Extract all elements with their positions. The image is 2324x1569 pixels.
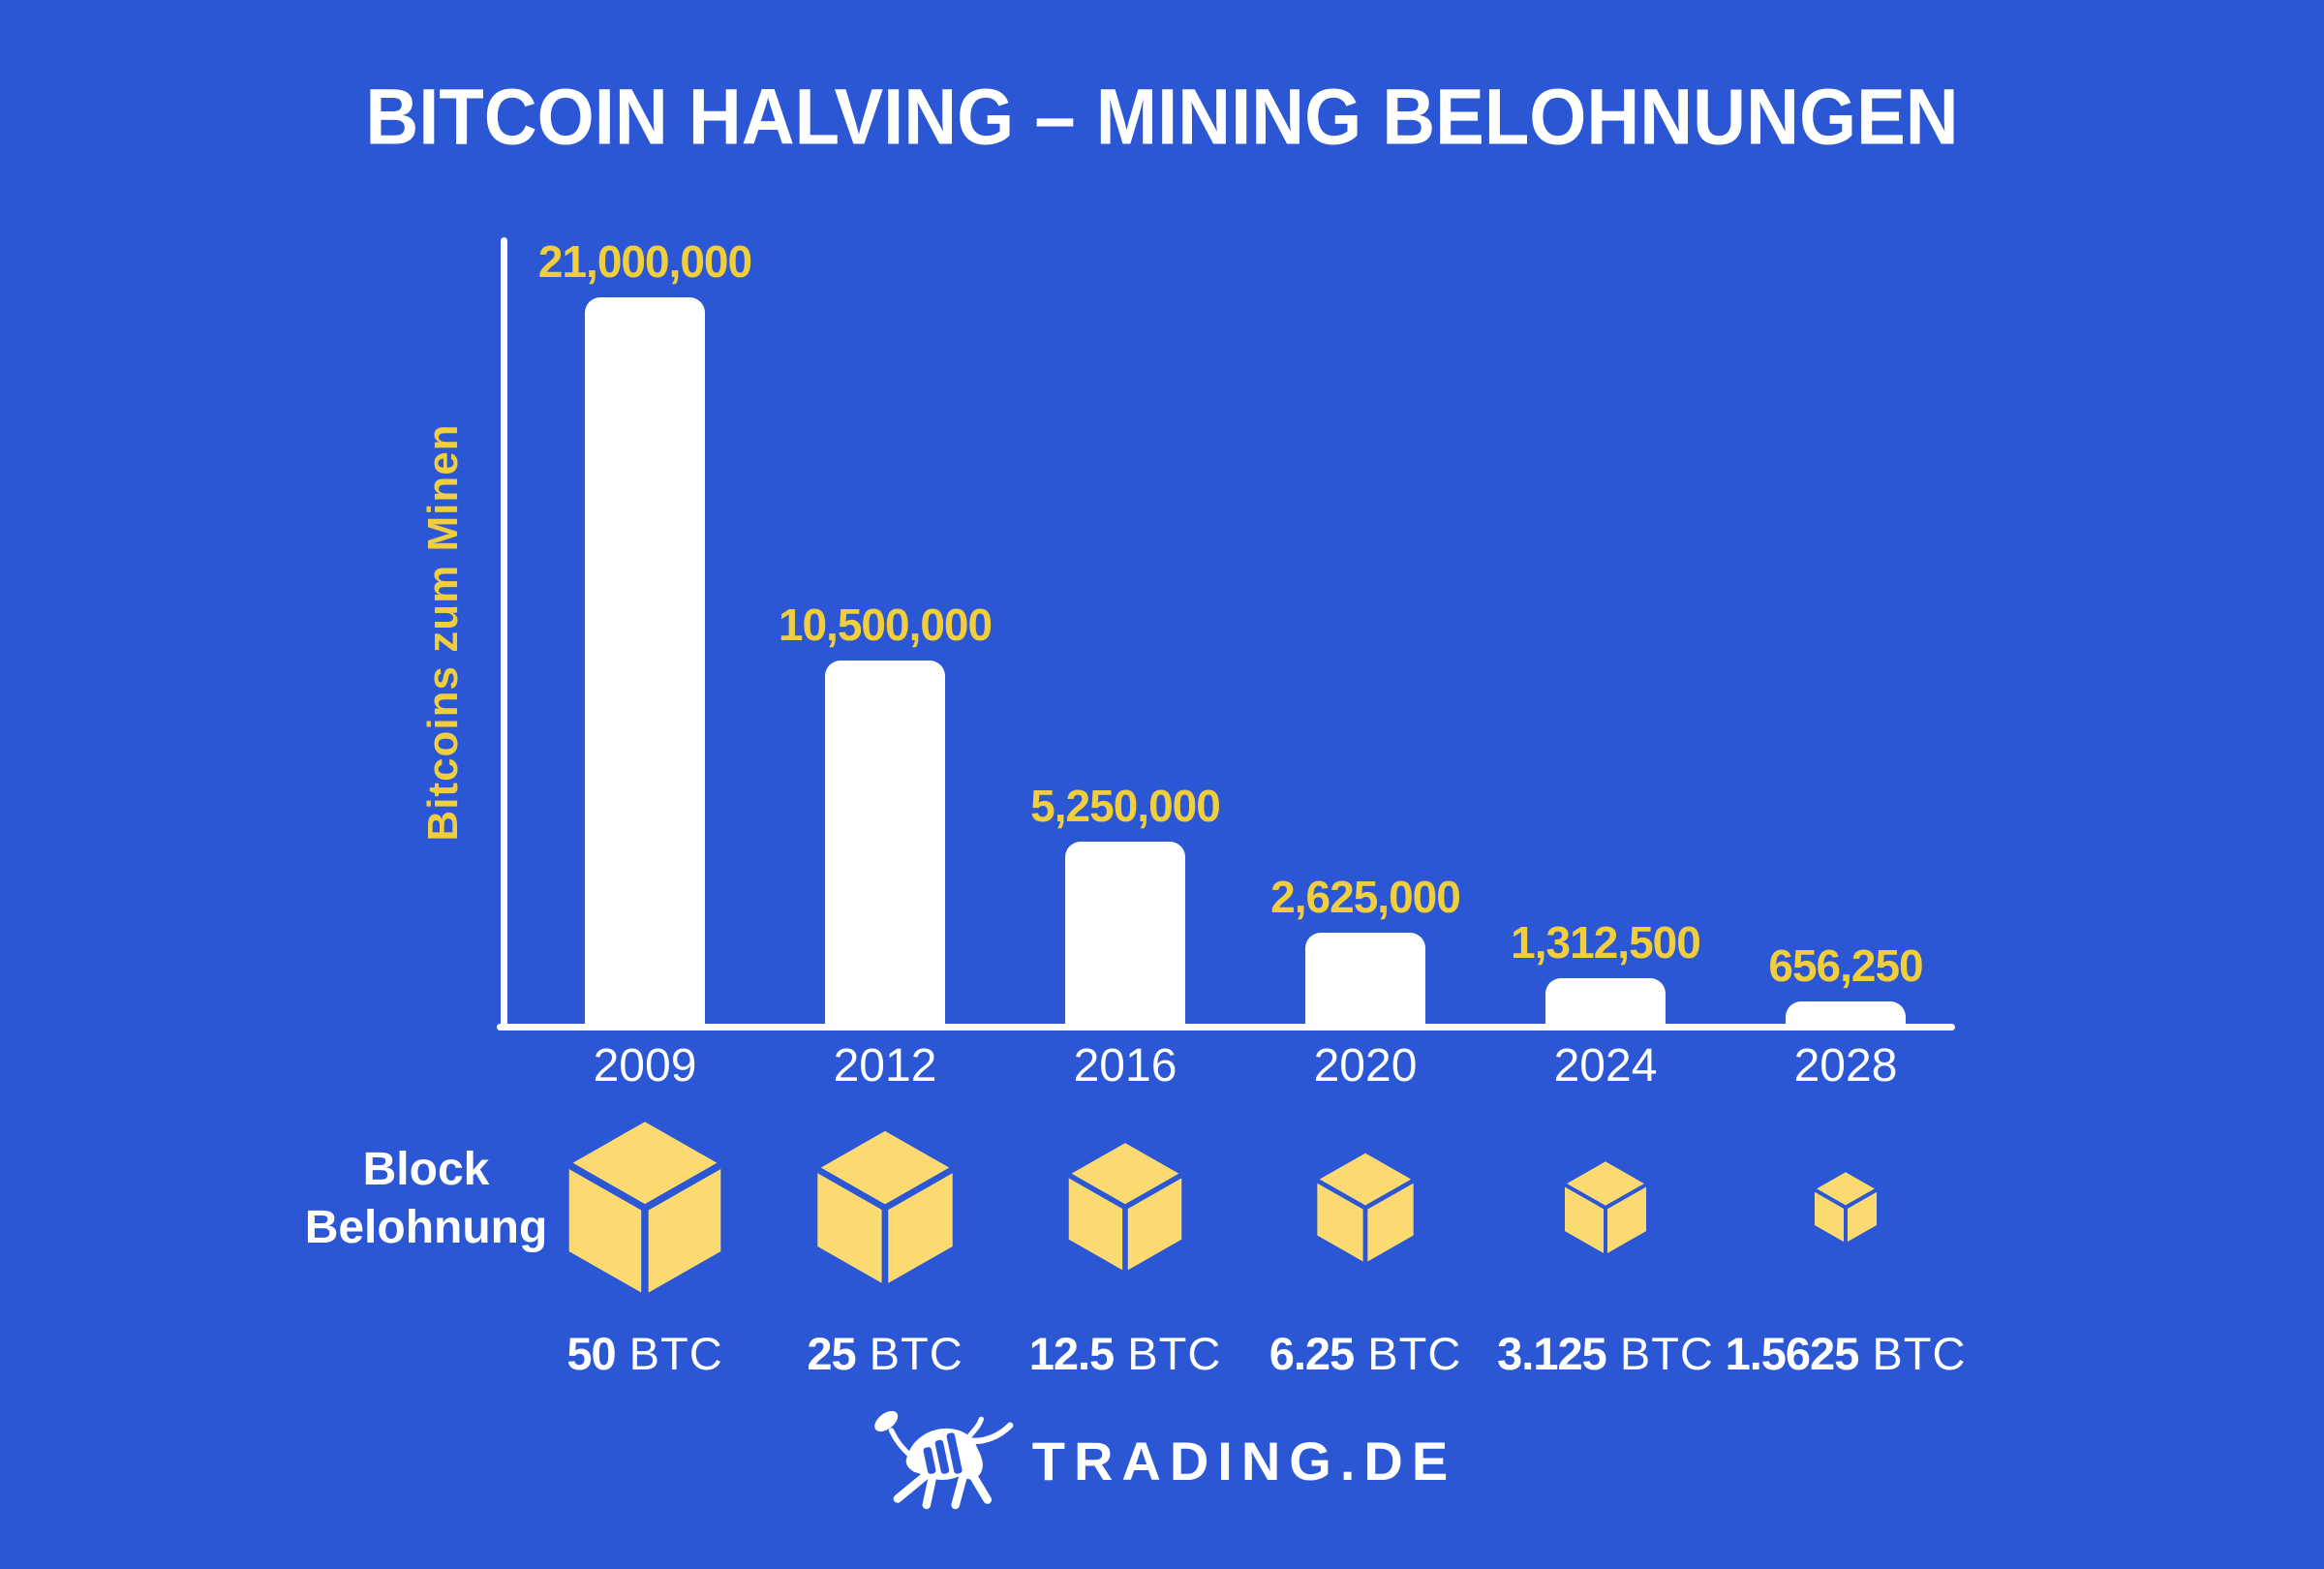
btc-amount: 6.25 — [1269, 1328, 1355, 1379]
cube-icon — [1066, 1140, 1184, 1276]
brand-text: TRADING.DE — [1031, 1430, 1457, 1492]
cube-icon — [1563, 1158, 1648, 1257]
bar-value-label: 1,312,500 — [1511, 917, 1701, 968]
bull-icon — [873, 1410, 1014, 1510]
bar-value-label: 5,250,000 — [1030, 781, 1221, 831]
bar-value-label: 656,250 — [1768, 940, 1923, 991]
y-axis-line — [501, 237, 507, 1031]
bar — [1305, 933, 1425, 1024]
x-axis-tick-label: 2012 — [833, 1040, 937, 1092]
btc-reward-label: 3.125 BTC — [1460, 1329, 1751, 1379]
btc-unit: BTC — [1858, 1328, 1967, 1379]
x-axis-tick-label: 2024 — [1553, 1040, 1658, 1092]
btc-unit: BTC — [615, 1328, 723, 1379]
cube-icon — [1315, 1150, 1416, 1266]
x-axis-tick-label: 2028 — [1793, 1040, 1898, 1092]
cube-icon — [566, 1117, 724, 1299]
cube-icon — [1813, 1170, 1879, 1246]
block-reward-label: Block Belohnung — [290, 1141, 562, 1257]
block-reward-label-line1: Block — [362, 1144, 490, 1195]
btc-amount: 12.5 — [1028, 1328, 1115, 1379]
bar — [1786, 1001, 1906, 1024]
x-axis-tick-label: 2020 — [1313, 1040, 1418, 1092]
btc-amount: 25 — [807, 1328, 856, 1379]
x-axis-line — [497, 1024, 1955, 1031]
btc-unit: BTC — [1114, 1328, 1222, 1379]
chart-title: BITCOIN HALVING – MINING BELOHNUNGEN — [365, 73, 1959, 162]
btc-reward-label: 50 BTC — [500, 1329, 790, 1379]
btc-amount: 1.5625 — [1725, 1328, 1860, 1379]
bar-value-label: 10,500,000 — [778, 600, 993, 650]
bar — [1065, 842, 1185, 1024]
cube-icon — [814, 1126, 956, 1289]
btc-unit: BTC — [1354, 1328, 1462, 1379]
bar-value-label: 21,000,000 — [537, 236, 752, 287]
btc-amount: 3.125 — [1497, 1328, 1607, 1379]
btc-amount: 50 — [566, 1328, 616, 1379]
btc-reward-label: 25 BTC — [740, 1329, 1030, 1379]
x-axis-tick-label: 2009 — [593, 1040, 697, 1092]
y-axis-label: Bitcoins zum Minen — [419, 423, 467, 842]
block-reward-label-line2: Belohnung — [304, 1202, 548, 1253]
btc-reward-label: 1.5625 BTC — [1700, 1329, 1991, 1379]
btc-reward-label: 12.5 BTC — [980, 1329, 1270, 1379]
bar — [585, 297, 705, 1024]
footer-logo: TRADING.DE — [0, 1393, 2324, 1528]
bar — [1545, 978, 1666, 1024]
bar-value-label: 2,625,000 — [1270, 872, 1461, 922]
btc-unit: BTC — [855, 1328, 963, 1379]
bar — [825, 661, 945, 1024]
btc-unit: BTC — [1605, 1328, 1714, 1379]
x-axis-tick-label: 2016 — [1073, 1040, 1177, 1092]
btc-reward-label: 6.25 BTC — [1220, 1329, 1511, 1379]
